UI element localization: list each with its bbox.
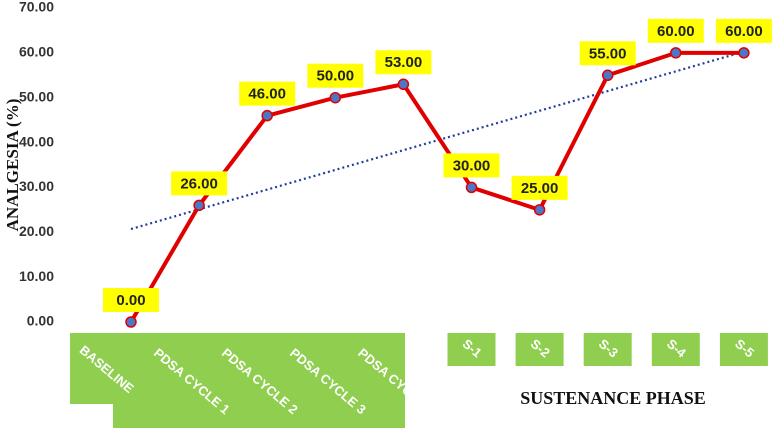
data-point <box>397 78 410 91</box>
data-point <box>670 47 682 59</box>
value-label: 50.00 <box>317 68 355 85</box>
data-point <box>601 69 614 82</box>
data-point <box>193 199 205 212</box>
data-point <box>125 316 137 328</box>
value-label: 30.00 <box>453 157 491 174</box>
value-label: 26.00 <box>180 175 218 192</box>
category-band <box>70 333 405 428</box>
data-point <box>261 109 273 122</box>
trendline <box>130 50 745 231</box>
y-axis-label: ANALGESIA (%) <box>3 99 22 232</box>
category-box <box>719 333 768 366</box>
value-label-box <box>307 63 364 88</box>
value-label-box <box>103 288 159 312</box>
value-label: 60.00 <box>725 23 763 40</box>
value-label: 53.00 <box>385 54 423 71</box>
value-label: 25.00 <box>521 180 559 197</box>
y-tick-label: 10.00 <box>19 268 54 284</box>
category-box <box>583 333 632 366</box>
y-tick-label: 70.00 <box>19 0 54 15</box>
value-label-box <box>715 18 772 43</box>
value-label-box <box>171 171 228 196</box>
data-line <box>129 50 744 324</box>
data-point <box>738 47 750 59</box>
value-label-box <box>579 41 636 66</box>
data-point <box>533 204 546 216</box>
value-label-box <box>443 153 500 178</box>
group-label: SUSTENANCE PHASE <box>520 388 706 408</box>
y-tick-label: 50.00 <box>19 88 54 104</box>
value-label-box <box>375 50 432 75</box>
data-point <box>329 91 342 104</box>
y-tick-label: 60.00 <box>19 44 54 60</box>
category-box <box>515 333 564 366</box>
y-tick-label: 40.00 <box>19 133 54 149</box>
value-label-box <box>239 81 296 106</box>
category-box <box>651 333 700 366</box>
y-tick-label: 0.00 <box>27 313 54 329</box>
value-label-box <box>511 175 568 200</box>
value-label-box <box>647 18 704 43</box>
value-label: 46.00 <box>248 86 286 103</box>
y-tick-label: 30.00 <box>19 178 54 194</box>
data-point <box>465 181 478 194</box>
y-tick-label: 20.00 <box>19 223 54 239</box>
value-label: 0.00 <box>116 292 145 309</box>
value-label: 55.00 <box>589 45 627 62</box>
category-box <box>447 333 496 366</box>
value-label: 60.00 <box>657 23 695 40</box>
